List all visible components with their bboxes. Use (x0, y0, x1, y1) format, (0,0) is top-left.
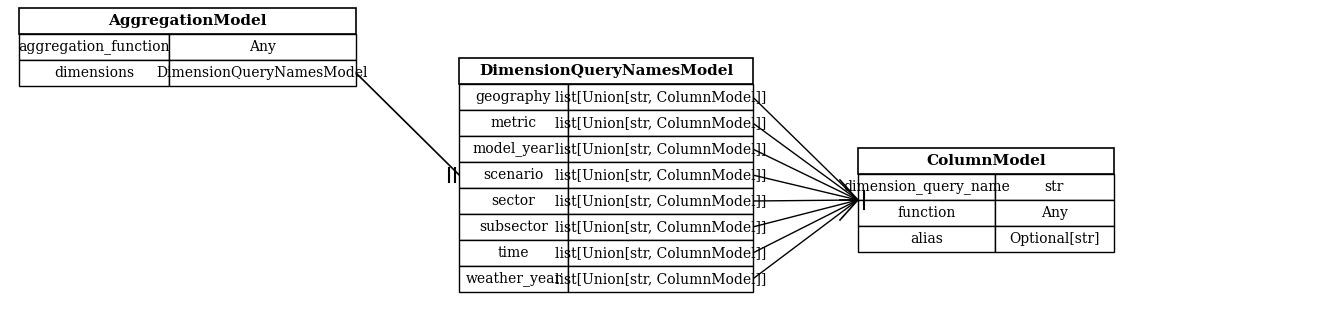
Bar (18, 8, 356, 34)
Bar (567, 214, 753, 240)
Text: list[Union[str, ColumnModel]]: list[Union[str, ColumnModel]] (554, 194, 766, 208)
Text: Optional[str]: Optional[str] (1009, 232, 1100, 246)
Text: list[Union[str, ColumnModel]]: list[Union[str, ColumnModel]] (554, 220, 766, 234)
Text: list[Union[str, ColumnModel]]: list[Union[str, ColumnModel]] (554, 116, 766, 130)
Text: Any: Any (249, 40, 276, 54)
Bar (459, 214, 567, 240)
Text: ColumnModel: ColumnModel (926, 154, 1046, 168)
Bar (459, 84, 567, 110)
Bar (18, 60, 169, 86)
Text: sector: sector (492, 194, 536, 208)
Bar (459, 240, 567, 266)
Bar (169, 34, 356, 60)
Bar (995, 226, 1113, 252)
Text: scenario: scenario (483, 168, 543, 182)
Text: dimension_query_name: dimension_query_name (843, 180, 1009, 195)
Text: aggregation_function: aggregation_function (18, 40, 170, 54)
Bar (459, 188, 567, 214)
Bar (567, 188, 753, 214)
Text: weather_year: weather_year (466, 272, 562, 286)
Bar (567, 110, 753, 136)
Text: subsector: subsector (479, 220, 547, 234)
Bar (459, 266, 567, 292)
Bar (567, 84, 753, 110)
Text: str: str (1045, 180, 1064, 194)
Text: geography: geography (476, 90, 551, 104)
Text: list[Union[str, ColumnModel]]: list[Union[str, ColumnModel]] (554, 246, 766, 260)
Bar (169, 60, 356, 86)
Text: model_year: model_year (472, 141, 554, 156)
Text: function: function (897, 206, 955, 220)
Text: alias: alias (910, 232, 943, 246)
Text: time: time (497, 246, 529, 260)
Bar (18, 34, 169, 60)
Text: list[Union[str, ColumnModel]]: list[Union[str, ColumnModel]] (554, 168, 766, 182)
Bar (459, 110, 567, 136)
Text: DimensionQueryNamesModel: DimensionQueryNamesModel (479, 64, 733, 78)
Bar (857, 200, 995, 226)
Bar (857, 148, 1113, 174)
Text: list[Union[str, ColumnModel]]: list[Union[str, ColumnModel]] (554, 90, 766, 104)
Bar (567, 266, 753, 292)
Text: list[Union[str, ColumnModel]]: list[Union[str, ColumnModel]] (554, 142, 766, 156)
Bar (567, 162, 753, 188)
Bar (857, 226, 995, 252)
Bar (567, 136, 753, 162)
Bar (567, 240, 753, 266)
Bar (995, 174, 1113, 200)
Bar (459, 162, 567, 188)
Text: list[Union[str, ColumnModel]]: list[Union[str, ColumnModel]] (554, 272, 766, 286)
Bar (459, 136, 567, 162)
Bar (459, 58, 753, 84)
Text: AggregationModel: AggregationModel (108, 14, 266, 28)
Text: Any: Any (1041, 206, 1067, 220)
Text: DimensionQueryNamesModel: DimensionQueryNamesModel (157, 66, 368, 80)
Text: metric: metric (491, 116, 537, 130)
Bar (857, 174, 995, 200)
Text: dimensions: dimensions (54, 66, 135, 80)
Bar (995, 200, 1113, 226)
